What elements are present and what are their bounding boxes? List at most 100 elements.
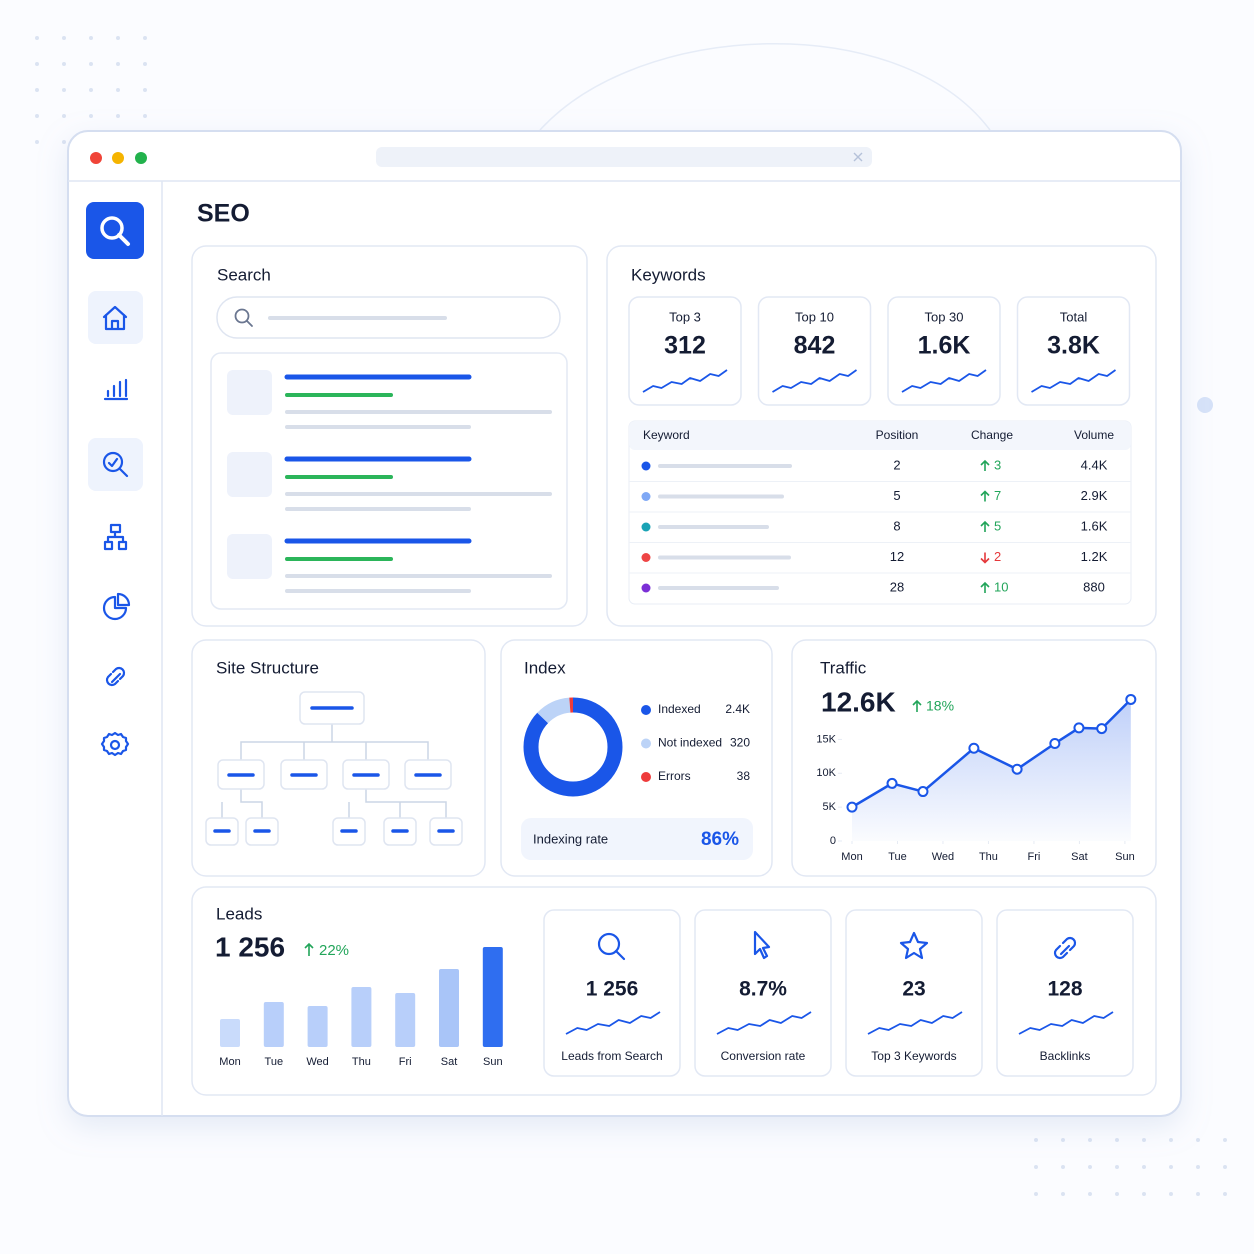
- rate-label: Indexing rate: [533, 831, 608, 846]
- x-tick-label: Wed: [306, 1056, 328, 1068]
- sparkline: [1031, 369, 1117, 393]
- change: 10: [994, 579, 1008, 594]
- decor-dot: [1169, 1165, 1173, 1169]
- nav-settings[interactable]: [109, 739, 121, 751]
- x-tick-label: Sat: [1071, 851, 1088, 863]
- panel-title: Search: [217, 265, 271, 284]
- traffic-point: [1096, 723, 1108, 735]
- address-bar[interactable]: [376, 147, 872, 167]
- keyword-dot: [641, 492, 651, 501]
- column-header: Change: [971, 428, 1013, 442]
- legend-dot: [641, 705, 651, 715]
- bar: [263, 1002, 284, 1047]
- column-header: Keyword: [643, 428, 690, 442]
- x-tick-label: Fri: [399, 1056, 412, 1068]
- y-tick-label: 10K: [816, 767, 836, 779]
- sparkline: [867, 1011, 963, 1035]
- nav-structure[interactable]: [103, 523, 128, 551]
- decor-dot: [143, 88, 147, 92]
- up-arrow: [980, 490, 990, 502]
- rate-box: [521, 818, 753, 860]
- app-logo[interactable]: [86, 202, 144, 259]
- decor-dot: [62, 140, 66, 144]
- change: 3: [994, 457, 1001, 472]
- volume: 1.2K: [1081, 549, 1108, 564]
- up-arrow: [980, 520, 990, 532]
- stat-value: 128: [1047, 978, 1082, 1001]
- legend-dot: [641, 772, 651, 782]
- x-tick-label: Wed: [932, 851, 954, 863]
- decor-dot: [1196, 1138, 1200, 1142]
- position: 28: [890, 579, 904, 594]
- nav-home-bg[interactable]: [88, 291, 143, 344]
- legend-value: 320: [730, 736, 750, 750]
- card-label: Total: [1060, 309, 1088, 324]
- window-close[interactable]: [90, 152, 102, 164]
- bar: [351, 987, 372, 1047]
- decor-dot: [1196, 1192, 1200, 1196]
- nav-home[interactable]: [102, 305, 128, 331]
- legend-value: 38: [737, 769, 751, 783]
- decor-dot: [143, 114, 147, 118]
- bar: [439, 969, 459, 1047]
- stat-label: Top 3 Keywords: [871, 1049, 956, 1063]
- nav-audit-bg[interactable]: [88, 438, 143, 491]
- legend-name: Indexed: [658, 702, 701, 716]
- nav-audit[interactable]: [102, 451, 124, 473]
- bar: [482, 947, 503, 1047]
- traffic-point: [968, 742, 980, 754]
- sparkline: [901, 369, 987, 393]
- decor-dot: [1223, 1165, 1227, 1169]
- page-title: SEO: [197, 200, 250, 228]
- decor-dot: [62, 88, 66, 92]
- search-icon: [246, 320, 253, 327]
- column-header: Position: [876, 428, 919, 442]
- nav-analytics[interactable]: [103, 378, 129, 401]
- x-tick-label: Sat: [441, 1056, 458, 1068]
- stat-card: [694, 909, 832, 1077]
- card-value: 312: [664, 332, 706, 360]
- window-maximize[interactable]: [135, 152, 147, 164]
- decor-dot: [1061, 1165, 1065, 1169]
- traffic-point: [846, 801, 858, 813]
- decor-dot: [143, 36, 147, 40]
- decor-dot: [1034, 1165, 1038, 1169]
- decor-dot: [1142, 1165, 1146, 1169]
- y-tick-label: 0: [830, 835, 836, 847]
- decor-dot: [1115, 1165, 1119, 1169]
- nav-reports[interactable]: [102, 592, 131, 621]
- card-value: 842: [794, 332, 836, 360]
- position: 12: [890, 549, 904, 564]
- stat-icon: [899, 931, 929, 960]
- decor-dot: [1061, 1138, 1065, 1142]
- card-label: Top 30: [924, 309, 963, 324]
- decor-dot: [1088, 1165, 1092, 1169]
- decor-dot: [116, 114, 120, 118]
- x-tick-label: Sun: [483, 1056, 503, 1068]
- traffic-change: 18%: [926, 698, 954, 714]
- stat-card: [543, 909, 681, 1077]
- card-label: Top 10: [795, 309, 834, 324]
- sparkline: [772, 369, 858, 393]
- decor-dot: [1034, 1192, 1038, 1196]
- decor-dot: [35, 88, 39, 92]
- card-label: Top 3: [669, 309, 701, 324]
- nav-audit[interactable]: [107, 457, 129, 478]
- logo-icon: [117, 233, 130, 246]
- up-arrow: [304, 942, 314, 956]
- address-clear[interactable]: [853, 152, 863, 162]
- decor-dot: [1142, 1192, 1146, 1196]
- nav-links[interactable]: [105, 666, 126, 687]
- volume: 4.4K: [1081, 457, 1108, 472]
- window-minimize[interactable]: [112, 152, 124, 164]
- legend-name: Errors: [658, 769, 691, 783]
- table-header: [629, 421, 1131, 450]
- up-arrow: [980, 459, 990, 471]
- sparkline: [1018, 1011, 1114, 1035]
- keyword-dot: [641, 583, 651, 593]
- logo-icon: [100, 216, 124, 240]
- traffic-total: 12.6K: [821, 686, 896, 717]
- result-thumb: [227, 534, 272, 579]
- decor-dot: [1088, 1192, 1092, 1196]
- nav-settings[interactable]: [100, 731, 130, 757]
